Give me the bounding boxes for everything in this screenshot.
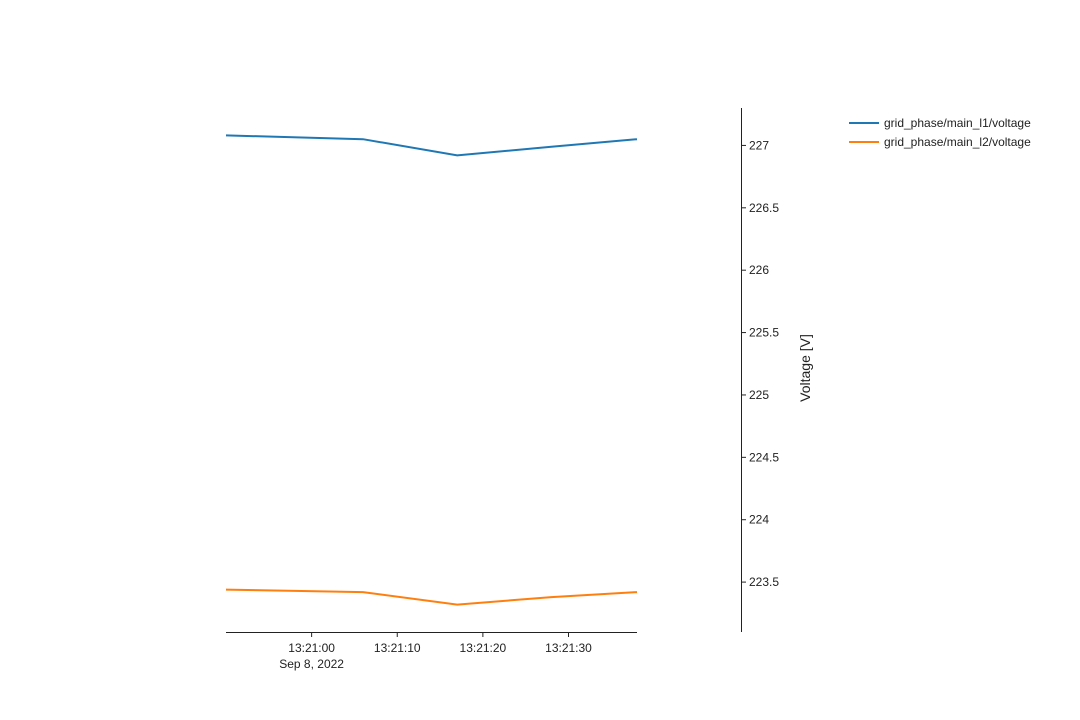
x-tick-sublabel: Sep 8, 2022 [279, 657, 344, 671]
y-tick-label: 227 [749, 138, 769, 152]
y-tick-label: 226.5 [749, 201, 779, 215]
y-tick-label: 225 [749, 388, 769, 402]
plot-area [225, 134, 638, 606]
y-axis-title: Voltage [V] [797, 334, 813, 402]
legend-item-2[interactable]: grid_phase/main_l2/voltage [849, 135, 1031, 149]
y-tick-label: 224.5 [749, 450, 779, 464]
y-tick-label: 224 [749, 513, 769, 527]
y-tick-label: 225.5 [749, 326, 779, 340]
series-line-1[interactable] [225, 134, 638, 157]
legend-item-1[interactable]: grid_phase/main_l1/voltage [849, 116, 1031, 130]
x-tick-label: 13:21:30 [545, 641, 592, 655]
y-tick-label: 223.5 [749, 575, 779, 589]
x-axis: 13:21:00 Sep 8, 2022 13:21:10 13:21:20 13:21… [226, 632, 637, 671]
x-tick-label: 13:21:20 [460, 641, 507, 655]
y-tick-label: 226 [749, 263, 769, 277]
x-axis-ticks: 13:21:00 Sep 8, 2022 13:21:10 13:21:20 13:21… [279, 632, 592, 671]
legend-label: grid_phase/main_l1/voltage [884, 116, 1031, 130]
legend[interactable]: grid_phase/main_l1/voltage grid_phase/mai… [849, 116, 1031, 149]
x-tick-label: 13:21:00 [288, 641, 335, 655]
series-line-2[interactable] [225, 588, 638, 606]
y-axis-ticks: 223.5 224 224.5 225 225.5 226 226.5 227 [741, 138, 779, 589]
legend-label: grid_phase/main_l2/voltage [884, 135, 1031, 149]
x-tick-label: 13:21:10 [374, 641, 421, 655]
y-axis: 223.5 224 224.5 225 225.5 226 226.5 227 [741, 108, 779, 632]
